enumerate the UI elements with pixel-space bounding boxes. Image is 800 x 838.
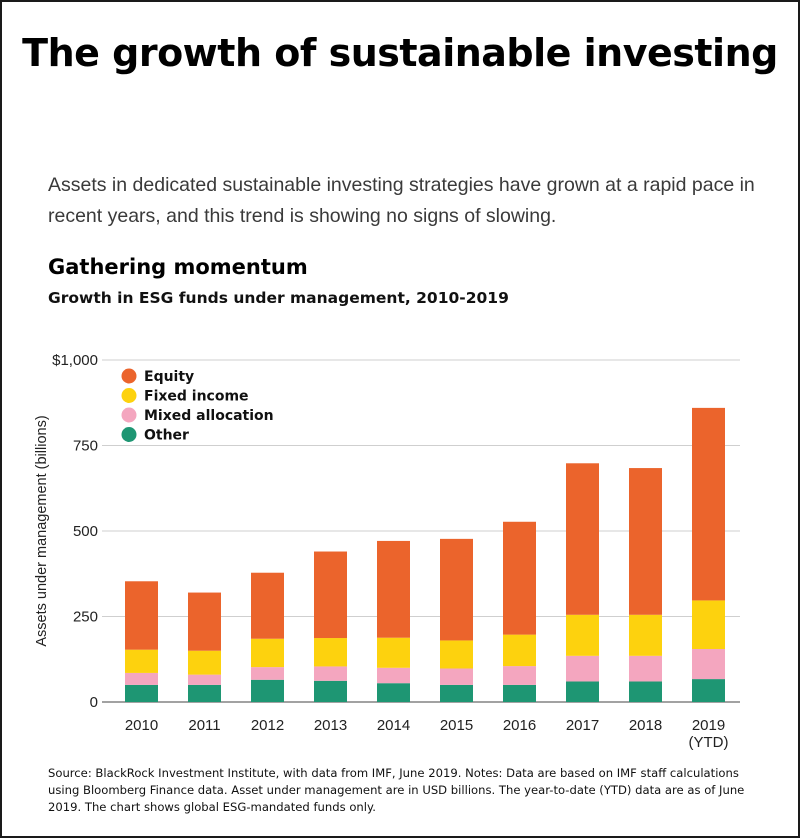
legend-swatch — [121, 368, 137, 384]
y-tick-label: $1,000 — [52, 352, 98, 369]
y-tick-label: 0 — [90, 694, 98, 711]
bar-segment-fixed-income — [377, 637, 410, 668]
bar-segment-fixed-income — [125, 649, 158, 673]
bar-segment-other — [314, 680, 347, 702]
bar-segment-other — [125, 684, 158, 702]
bar-segment-mixed-allocation — [314, 666, 347, 681]
x-tick-label: 2016 — [503, 717, 536, 734]
bar-segment-equity — [629, 468, 662, 615]
bar-segment-other — [188, 684, 221, 702]
source-footnote: Source: BlackRock Investment Institute, … — [48, 766, 745, 814]
bar-segment-fixed-income — [629, 614, 662, 656]
legend-label: Equity — [144, 369, 194, 385]
bar-segment-fixed-income — [566, 614, 599, 656]
chart-heading: Gathering momentum — [48, 255, 308, 279]
bar-segment-other — [440, 684, 473, 702]
bar-segment-mixed-allocation — [377, 667, 410, 684]
y-tick-label: 750 — [73, 438, 98, 455]
bar-segment-other — [566, 681, 599, 702]
x-tick-label: 2011 — [188, 717, 220, 734]
bar-segment-fixed-income — [251, 638, 284, 668]
bar-segment-fixed-income — [440, 640, 473, 669]
bar-segment-mixed-allocation — [440, 668, 473, 685]
page-title: The growth of sustainable investing — [22, 31, 778, 75]
chart-subtitle: Growth in ESG funds under management, 20… — [48, 289, 509, 307]
stacked-bar-chart: 0 250 500 750 $1,000 Assets under management … — [34, 352, 740, 750]
bar-segment-mixed-allocation — [251, 667, 284, 680]
legend-swatch — [121, 407, 137, 423]
bar-segment-mixed-allocation — [692, 648, 725, 680]
bar-segment-equity — [188, 592, 221, 651]
bar-segment-equity — [377, 540, 410, 638]
bar-segment-equity — [566, 463, 599, 615]
legend-label: Mixed allocation — [144, 408, 274, 424]
bar-segment-equity — [440, 538, 473, 641]
bar-segment-equity — [314, 551, 347, 639]
bar-segment-mixed-allocation — [125, 672, 158, 685]
x-tick-label: 2019 — [692, 717, 725, 734]
bar-segment-other — [692, 679, 725, 702]
x-tick-label: 2014 — [377, 717, 410, 734]
x-tick-label: 2015 — [440, 717, 473, 734]
bar-segment-other — [377, 683, 410, 702]
bar-segment-mixed-allocation — [566, 655, 599, 682]
x-tick-label: 2010 — [125, 717, 158, 734]
bar-segment-equity — [125, 581, 158, 650]
legend-swatch — [121, 427, 137, 442]
bar-segment-fixed-income — [314, 638, 347, 667]
bar-segment-other — [503, 684, 536, 702]
bar-segment-fixed-income — [692, 600, 725, 649]
x-tick-label: 2017 — [566, 717, 599, 734]
y-tick-label: 250 — [73, 609, 98, 626]
legend-label: Other — [144, 428, 189, 444]
bar-segment-equity — [503, 521, 536, 635]
bar-segment-mixed-allocation — [188, 674, 221, 685]
bar-segment-fixed-income — [188, 650, 221, 675]
bar-segment-equity — [251, 572, 284, 639]
legend-swatch — [121, 388, 137, 403]
x-tick-label: 2013 — [314, 717, 347, 734]
bar-segment-other — [629, 681, 662, 702]
bar-segment-mixed-allocation — [629, 655, 662, 682]
y-axis-label: Assets under management (billions) — [34, 415, 50, 646]
bar-segment-other — [251, 679, 284, 702]
intro-text: Assets in dedicated sustainable investin… — [48, 174, 755, 227]
bar-segment-equity — [692, 407, 725, 601]
x-tick-label: 2012 — [251, 717, 284, 734]
bar-segment-fixed-income — [503, 634, 536, 667]
legend-label: Fixed income — [144, 389, 249, 405]
bar-segment-mixed-allocation — [503, 666, 536, 685]
x-tick-sublabel: (YTD) — [689, 734, 729, 750]
y-tick-label: 500 — [73, 523, 98, 540]
x-tick-label: 2018 — [629, 717, 662, 734]
